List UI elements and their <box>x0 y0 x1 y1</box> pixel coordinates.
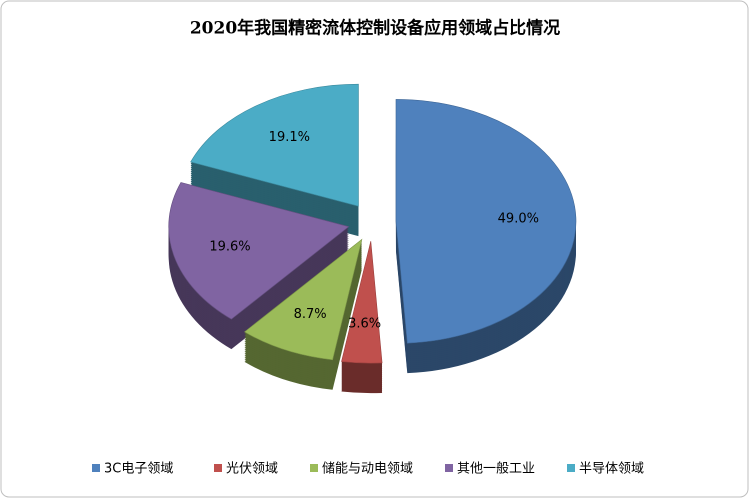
pie-slice <box>243 238 363 361</box>
legend-label: 储能与动电领域 <box>322 462 413 477</box>
data-label: 8.7% <box>294 307 327 322</box>
pie-slice <box>341 241 383 364</box>
pie-slice <box>395 99 577 344</box>
pie: 49.0% 3.6% 8.7% 19.6% 19.1% <box>168 83 577 394</box>
pie-slice <box>168 182 350 320</box>
chart-title: 2020年我国精密流体控制设备应用领域占比情况 <box>190 18 560 39</box>
data-label: 19.1% <box>269 130 310 145</box>
legend-label: 3C电子领域 <box>104 462 173 477</box>
legend-swatch <box>445 464 453 472</box>
data-label: 49.0% <box>498 211 539 226</box>
legend: 3C电子领域 光伏领域 储能与动电领域 其他一般工业 半导体领域 <box>92 461 644 477</box>
legend-swatch <box>567 464 575 472</box>
legend-swatch <box>214 464 222 472</box>
legend-label: 半导体领域 <box>579 462 644 477</box>
pie-slice <box>190 83 359 207</box>
legend-label: 光伏领域 <box>226 462 278 477</box>
legend-swatch <box>310 464 318 472</box>
legend-label: 其他一般工业 <box>457 461 535 477</box>
data-label: 19.6% <box>209 239 250 254</box>
legend-swatch <box>92 464 100 472</box>
data-label: 3.6% <box>348 317 381 332</box>
